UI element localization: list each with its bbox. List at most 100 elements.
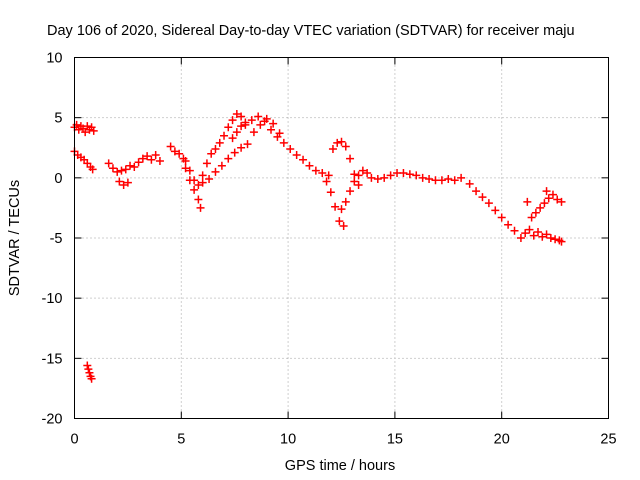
- data-point: [534, 227, 543, 236]
- x-tick-label: 25: [600, 432, 616, 448]
- data-point: [510, 226, 519, 235]
- data-point: [104, 159, 113, 168]
- data-point: [337, 137, 346, 146]
- chart-title: Day 106 of 2020, Sidereal Day-to-day VTE…: [47, 23, 575, 39]
- data-point: [224, 154, 233, 163]
- data-point: [181, 164, 190, 173]
- data-point: [211, 167, 220, 176]
- data-point: [527, 213, 536, 222]
- x-tick-label: 0: [70, 432, 78, 448]
- x-tick-label: 15: [387, 432, 403, 448]
- data-point: [521, 229, 530, 238]
- data-point: [119, 181, 128, 190]
- data-point: [228, 134, 237, 143]
- data-point: [241, 118, 250, 127]
- data-point: [425, 175, 434, 184]
- y-tick-label: 0: [54, 171, 62, 187]
- data-point: [249, 128, 258, 137]
- data-point: [254, 112, 263, 121]
- data-point: [418, 173, 427, 182]
- data-point: [190, 176, 199, 185]
- data-point: [478, 193, 487, 202]
- data-point: [267, 125, 276, 134]
- data-point: [207, 149, 216, 158]
- data-point: [354, 171, 363, 180]
- data-point: [326, 188, 335, 197]
- data-point: [457, 173, 466, 182]
- data-point: [538, 232, 547, 241]
- data-point: [350, 177, 359, 186]
- data-point: [335, 217, 344, 226]
- data-point: [540, 199, 549, 208]
- data-point: [328, 144, 337, 153]
- y-axis-label: SDTVAR / TECUs: [7, 180, 23, 296]
- data-point: [85, 368, 94, 377]
- y-tick-label: 10: [46, 51, 62, 67]
- data-point: [354, 181, 363, 190]
- data-point: [269, 119, 278, 128]
- data-point: [337, 205, 346, 214]
- data-point: [237, 143, 246, 152]
- data-point: [557, 197, 566, 206]
- data-point: [341, 142, 350, 151]
- data-point: [497, 213, 506, 222]
- data-point: [484, 199, 493, 208]
- data-point: [299, 155, 308, 164]
- data-point: [529, 231, 538, 240]
- data-point: [220, 131, 229, 140]
- y-tick-label: 5: [54, 111, 62, 127]
- data-point: [237, 112, 246, 121]
- data-point: [318, 169, 327, 178]
- data-point: [286, 144, 295, 153]
- data-point: [363, 169, 372, 178]
- data-point: [194, 195, 203, 204]
- tick-labels: 0 5 10 15 20 25 -20 -15 -10 -5 0 5 10: [42, 51, 617, 448]
- x-tick-label: 20: [494, 432, 510, 448]
- data-point: [523, 197, 532, 206]
- data-point: [339, 221, 348, 230]
- data-point: [525, 225, 534, 234]
- data-point: [311, 166, 320, 175]
- data-point: [546, 234, 555, 242]
- data-point: [230, 148, 239, 157]
- data-point: [548, 190, 557, 199]
- data-point: [305, 161, 314, 170]
- data-point: [228, 116, 237, 125]
- data-point: [472, 187, 481, 196]
- data-point: [542, 230, 551, 239]
- data-point: [256, 120, 265, 129]
- data-point: [516, 234, 525, 242]
- data-point: [243, 140, 252, 149]
- data-point: [386, 171, 395, 180]
- data-point: [504, 220, 513, 229]
- data-point: [126, 161, 135, 170]
- data-point: [247, 116, 256, 125]
- data-point: [115, 177, 124, 186]
- y-tick-label: -5: [50, 231, 63, 247]
- data-point: [450, 176, 459, 185]
- data-point: [232, 110, 241, 119]
- grid-lines: [74, 57, 609, 419]
- data-point: [166, 142, 175, 151]
- data-point: [346, 187, 355, 196]
- data-point: [380, 173, 389, 182]
- data-point: [331, 202, 340, 211]
- data-point: [130, 163, 139, 172]
- data-point: [147, 155, 156, 164]
- data-point: [185, 166, 194, 175]
- data-point: [553, 195, 562, 204]
- data-point: [113, 167, 122, 176]
- data-point: [412, 171, 421, 180]
- data-point: [405, 170, 414, 179]
- y-tick-label: -10: [42, 291, 63, 307]
- data-point: [373, 175, 382, 184]
- data-point: [198, 171, 207, 180]
- data-point: [279, 138, 288, 147]
- data-point: [333, 138, 342, 147]
- data-point: [84, 365, 93, 374]
- data-point: [143, 152, 152, 161]
- data-point: [89, 126, 98, 135]
- data-point: [237, 122, 246, 131]
- data-point: [322, 177, 331, 186]
